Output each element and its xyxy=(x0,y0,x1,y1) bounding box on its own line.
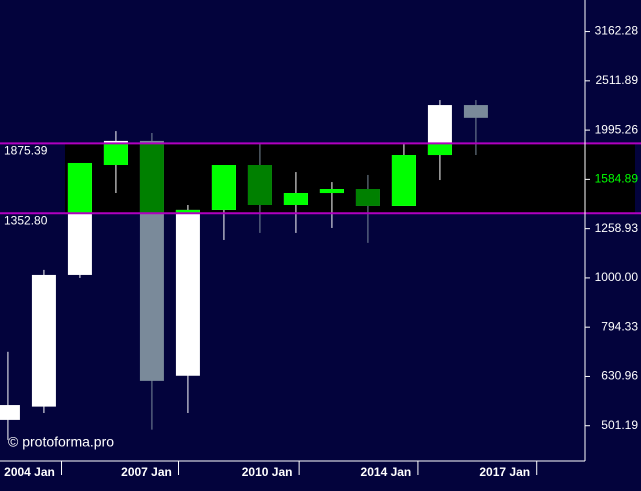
candle-body-in-band xyxy=(211,165,236,210)
y-tick-label: 794.33 xyxy=(601,319,638,333)
y-tick-label: 501.19 xyxy=(601,418,638,432)
y-tick-label: 1584.89 xyxy=(595,172,639,186)
candle-body-in-band xyxy=(319,189,344,194)
x-tick-label: 2010 Jan xyxy=(242,465,293,479)
y-tick-label: 1995.26 xyxy=(595,122,639,136)
band-label: 1352.80 xyxy=(4,213,48,227)
candle-body-in-band xyxy=(103,143,128,166)
candle-body-in-band xyxy=(139,143,164,214)
y-tick-label: 630.96 xyxy=(601,369,638,383)
candle-body xyxy=(175,209,200,376)
x-tick-label: 2007 Jan xyxy=(121,465,172,479)
y-tick-label: 2511.89 xyxy=(596,73,639,87)
candle-body xyxy=(31,274,56,407)
x-tick-label: 2004 Jan xyxy=(4,465,55,479)
candle-body-in-band xyxy=(283,193,308,206)
candle-body xyxy=(463,105,488,118)
x-tick-label: 2017 Jan xyxy=(479,465,530,479)
y-tick-label: 1258.93 xyxy=(595,221,639,235)
watermark: © protoforma.pro xyxy=(8,434,114,450)
candle-body-in-band xyxy=(355,189,380,206)
y-tick-label: 1000.00 xyxy=(595,270,639,284)
x-tick-label: 2014 Jan xyxy=(361,465,412,479)
candle-body-in-band xyxy=(175,209,200,214)
y-tick-label: 3162.28 xyxy=(595,24,639,38)
candle-body-in-band xyxy=(391,155,416,206)
candle-body xyxy=(0,405,20,420)
band-label: 1875.39 xyxy=(4,144,48,158)
candle-body-in-band xyxy=(247,165,272,206)
candle-body-in-band xyxy=(67,162,92,214)
candle-body-in-band xyxy=(427,143,452,156)
